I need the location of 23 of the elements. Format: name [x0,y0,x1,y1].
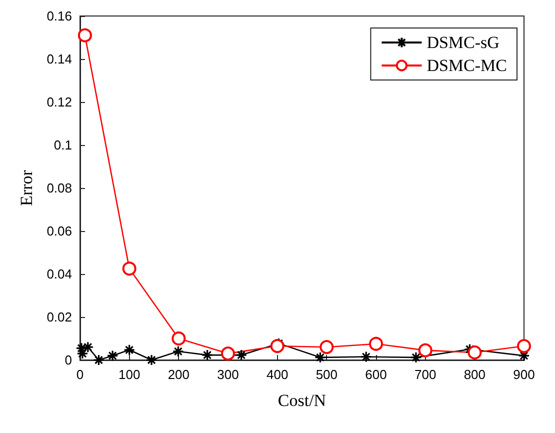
x-tick-label: 700 [414,367,436,382]
x-tick-label: 500 [316,367,338,382]
legend-label: DSMC-sG [426,33,500,52]
y-axis-title: Error [17,170,36,206]
legend-label: DSMC-MC [426,56,508,75]
x-tick-label: 400 [266,367,288,382]
y-tick-label: 0.14 [46,52,72,66]
x-axis-title: Cost/N [278,391,326,410]
x-tick-label: 600 [365,367,387,382]
y-tick-label: 0.06 [46,224,72,238]
x-tick-label: 800 [464,367,486,382]
y-tick-label: 0.08 [46,180,72,196]
x-tick-label: 100 [118,367,140,382]
x-tick-label: 200 [168,367,190,382]
y-tick-label: 0.04 [46,266,72,282]
x-tick-label: 300 [217,367,239,382]
y-tick-label: 0.16 [46,8,72,24]
y-tick-label: 0.1 [54,138,72,152]
y-tick-label: 0.12 [46,94,72,110]
y-tick-label: 0 [64,352,72,368]
x-tick-label: 900 [513,367,535,382]
y-tick-label: 0.02 [46,310,72,324]
x-tick-label: 0 [76,367,84,382]
